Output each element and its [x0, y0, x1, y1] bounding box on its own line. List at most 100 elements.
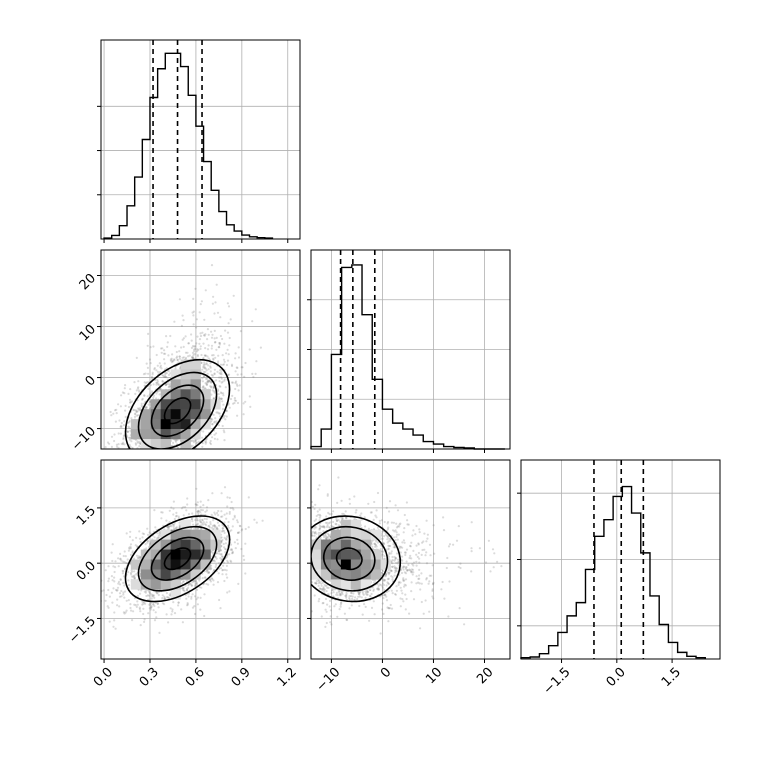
scatter-point — [156, 602, 159, 605]
scatter-point — [214, 356, 217, 359]
scatter-point — [172, 601, 175, 604]
scatter-point — [127, 421, 130, 424]
scatter-point — [178, 355, 181, 358]
scatter-point — [200, 508, 203, 512]
scatter-point — [129, 436, 132, 439]
scatter-point — [135, 414, 138, 417]
scatter-point — [227, 373, 231, 376]
scatter-point — [150, 390, 153, 393]
scatter-point — [205, 438, 208, 441]
scatter-point — [196, 348, 199, 351]
scatter-point — [184, 356, 188, 359]
scatter-point — [113, 576, 116, 579]
scatter-point — [219, 553, 222, 556]
scatter-point — [138, 557, 141, 560]
scatter-point — [123, 392, 126, 395]
scatter-point — [191, 520, 194, 523]
scatter-point — [240, 366, 243, 369]
scatter-point — [219, 385, 222, 388]
scatter-point — [197, 509, 200, 512]
scatter-point — [213, 390, 216, 393]
scatter-point — [201, 380, 204, 383]
scatter-point — [210, 330, 213, 333]
scatter-point — [182, 589, 185, 592]
scatter-point — [167, 525, 170, 528]
scatter-point — [166, 526, 170, 529]
scatter-point — [132, 408, 135, 411]
scatter-point — [149, 452, 151, 454]
scatter-point — [163, 358, 166, 361]
scatter-point — [168, 457, 170, 459]
scatter-point — [194, 579, 197, 582]
scatter-point — [152, 394, 156, 397]
scatter-point — [115, 443, 118, 446]
scatter-point — [238, 384, 241, 387]
scatter-point — [224, 551, 227, 554]
scatter-point — [203, 576, 206, 579]
scatter-point — [114, 420, 117, 423]
scatter-point — [181, 582, 184, 585]
scatter-point — [224, 538, 227, 541]
scatter-point — [220, 397, 223, 400]
scatter-point — [182, 319, 185, 322]
scatter-point — [224, 548, 228, 551]
scatter-point — [210, 347, 213, 350]
scatter-point — [217, 393, 220, 396]
scatter-point — [185, 509, 188, 512]
scatter-point — [216, 521, 219, 524]
scatter-point — [129, 429, 132, 432]
scatter-point — [104, 446, 107, 449]
scatter-point — [106, 605, 109, 608]
scatter-point — [226, 591, 229, 594]
scatter-point — [211, 436, 214, 439]
scatter-point — [120, 559, 123, 562]
scatter-point — [220, 536, 223, 539]
scatter-point — [195, 442, 198, 445]
scatter-point — [171, 359, 174, 362]
scatter-point — [161, 380, 164, 383]
scatter-point — [196, 441, 199, 444]
scatter-point — [175, 438, 178, 442]
scatter-point — [208, 526, 211, 529]
contour-level-0 — [124, 358, 231, 449]
scatter-point — [128, 455, 130, 457]
scatter-point — [108, 595, 111, 598]
scatter-point — [234, 547, 237, 550]
scatter-point — [213, 421, 216, 424]
scatter-point — [98, 482, 100, 484]
scatter-point — [240, 373, 243, 376]
scatter-point — [93, 582, 95, 584]
scatter-point — [125, 609, 128, 612]
scatter-panel-p0-p1 — [98, 249, 301, 484]
scatter-point — [111, 543, 114, 546]
scatter-point — [201, 445, 204, 448]
scatter-point — [196, 518, 199, 522]
scatter-point — [156, 380, 159, 383]
scatter-point — [203, 363, 206, 366]
scatter-point — [173, 612, 177, 615]
scatter-point — [229, 318, 232, 321]
scatter-point — [146, 344, 149, 347]
scatter-point — [117, 565, 120, 568]
scatter-point — [153, 619, 157, 622]
scatter-point — [187, 595, 190, 598]
scatter-point — [209, 442, 212, 446]
scatter-point — [123, 550, 126, 553]
scatter-point — [186, 604, 189, 607]
scatter-point — [201, 368, 204, 371]
scatter-point — [187, 583, 190, 586]
scatter-point — [207, 364, 210, 367]
scatter-point — [135, 536, 138, 539]
scatter-point — [180, 324, 183, 327]
scatter-point — [150, 597, 153, 600]
scatter-point — [206, 457, 208, 459]
scatter-point — [225, 536, 228, 539]
density-cell — [170, 399, 181, 410]
scatter-point — [159, 364, 162, 367]
density-cell — [190, 409, 201, 420]
scatter-point — [210, 344, 214, 347]
scatter-point — [173, 320, 176, 323]
scatter-point — [125, 532, 128, 535]
scatter-point — [130, 417, 133, 420]
scatter-point — [124, 611, 127, 614]
